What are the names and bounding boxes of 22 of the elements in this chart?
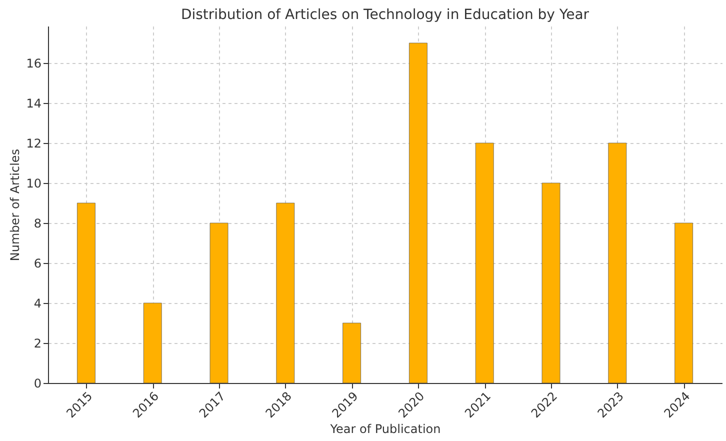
- y-tick-label: 0: [34, 376, 42, 390]
- bar: [674, 222, 693, 384]
- y-tick-label: 16: [26, 56, 42, 70]
- y-tick-label: 14: [26, 96, 42, 110]
- y-axis-title: Number of Articles: [8, 148, 22, 262]
- y-tick-label: 8: [34, 216, 42, 230]
- bar: [342, 322, 361, 384]
- bar: [143, 302, 162, 384]
- bar: [409, 42, 428, 384]
- y-tick-label: 10: [26, 176, 42, 190]
- y-tick-label: 6: [34, 256, 42, 270]
- bar: [542, 182, 560, 384]
- x-axis-title: Year of Publication: [329, 422, 441, 436]
- bar: [77, 202, 96, 384]
- y-tick-label: 2: [34, 336, 42, 350]
- y-tick-label: 12: [26, 136, 42, 150]
- bar: [475, 142, 494, 384]
- bar: [276, 202, 295, 384]
- y-tick-label: 4: [34, 296, 42, 310]
- bar: [210, 222, 228, 384]
- bar: [608, 142, 627, 384]
- chart-title: Distribution of Articles on Technology in Education by Year: [180, 7, 590, 23]
